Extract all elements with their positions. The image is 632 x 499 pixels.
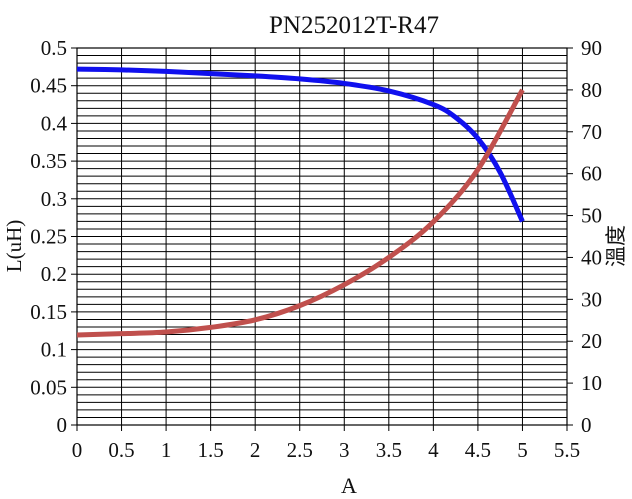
temperature-series-line <box>76 88 525 338</box>
x-tick-label: 3.5 <box>376 438 402 462</box>
y-left-tick-label: 0 <box>57 413 68 437</box>
y-left-tick-label: 0.5 <box>41 36 67 60</box>
x-axis-label: A <box>341 473 357 498</box>
y-right-tick-label: 80 <box>581 78 602 102</box>
y-right-tick-label: 30 <box>581 287 602 311</box>
x-tick-label: 0.5 <box>108 438 134 462</box>
x-tick-label: 5.5 <box>554 438 580 462</box>
y-axis-right-label: 溫度 <box>604 225 628 267</box>
axes <box>71 47 573 431</box>
x-tick-label: 0 <box>72 438 83 462</box>
x-tick-label: 4 <box>428 438 439 462</box>
chart-title: PN252012T-R47 <box>269 12 439 39</box>
y-left-tick-label: 0.35 <box>30 149 67 173</box>
series-lines <box>76 66 525 338</box>
y-left-tick-label: 0.3 <box>41 187 67 211</box>
y-left-tick-label: 0.4 <box>41 111 68 135</box>
y-axis-left-label: L(uH) <box>2 220 26 272</box>
y-left-tick-label: 0.1 <box>41 338 67 362</box>
y-right-tick-label: 60 <box>581 162 602 186</box>
y-right-tick-label: 40 <box>581 245 602 269</box>
y-right-tick-label: 90 <box>581 36 602 60</box>
y-left-tick-label: 0.25 <box>30 225 67 249</box>
x-tick-label: 2.5 <box>287 438 313 462</box>
y-left-tick-label: 0.45 <box>30 74 67 98</box>
y-left-tick-label: 0.2 <box>41 262 67 286</box>
x-tick-label: 2 <box>250 438 261 462</box>
inductance-series-line <box>76 66 525 223</box>
tick-labels: 00.050.10.150.20.250.30.350.40.450.50102… <box>30 36 602 462</box>
y-right-tick-label: 10 <box>581 371 602 395</box>
y-right-tick-label: 0 <box>581 413 592 437</box>
y-right-tick-label: 20 <box>581 329 602 353</box>
x-tick-label: 5 <box>517 438 528 462</box>
y-left-tick-label: 0.15 <box>30 300 67 324</box>
y-right-tick-label: 50 <box>581 204 602 228</box>
x-tick-label: 1 <box>161 438 172 462</box>
y-right-tick-label: 70 <box>581 120 602 144</box>
x-tick-label: 4.5 <box>465 438 491 462</box>
x-tick-label: 3 <box>339 438 350 462</box>
y-left-tick-label: 0.05 <box>30 375 67 399</box>
x-tick-label: 1.5 <box>198 438 224 462</box>
